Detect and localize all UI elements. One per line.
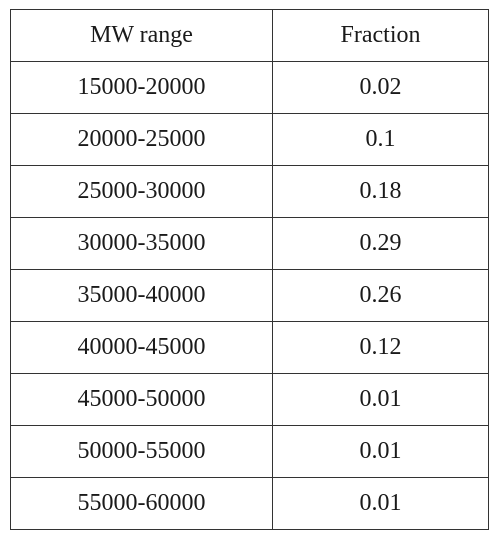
fraction-cell: 0.02 [272,61,489,114]
table-row: 30000-35000 0.29 [10,217,489,270]
table-row: 15000-20000 0.02 [10,61,489,114]
fraction-cell: 0.29 [272,217,489,270]
header-row: MW range Fraction [10,9,489,62]
table-row: 40000-45000 0.12 [10,321,489,374]
fraction-cell: 0.01 [272,477,489,530]
table-row: 50000-55000 0.01 [10,425,489,478]
mw-range-cell: 15000-20000 [10,61,273,114]
header-mw-range: MW range [10,9,273,62]
mw-fraction-table: MW range Fraction 15000-20000 0.02 20000… [10,9,489,530]
mw-range-cell: 30000-35000 [10,217,273,270]
fraction-cell: 0.12 [272,321,489,374]
fraction-cell: 0.01 [272,425,489,478]
header-fraction: Fraction [272,9,489,62]
mw-range-cell: 20000-25000 [10,113,273,166]
mw-range-cell: 40000-45000 [10,321,273,374]
mw-range-cell: 55000-60000 [10,477,273,530]
fraction-cell: 0.01 [272,373,489,426]
table-row: 20000-25000 0.1 [10,113,489,166]
fraction-cell: 0.1 [272,113,489,166]
fraction-cell: 0.26 [272,269,489,322]
mw-range-cell: 45000-50000 [10,373,273,426]
mw-range-cell: 50000-55000 [10,425,273,478]
table-row: 35000-40000 0.26 [10,269,489,322]
table-row: 55000-60000 0.01 [10,477,489,530]
fraction-cell: 0.18 [272,165,489,218]
mw-range-cell: 35000-40000 [10,269,273,322]
mw-range-cell: 25000-30000 [10,165,273,218]
table-row: 25000-30000 0.18 [10,165,489,218]
table-row: 45000-50000 0.01 [10,373,489,426]
